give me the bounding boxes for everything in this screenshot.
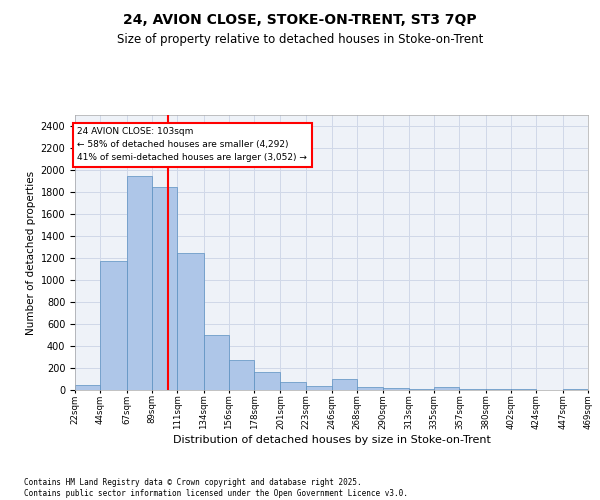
Text: 24 AVION CLOSE: 103sqm
← 58% of detached houses are smaller (4,292)
41% of semi-: 24 AVION CLOSE: 103sqm ← 58% of detached… [77, 127, 307, 162]
Bar [409, 389, 434, 390]
Bar [75, 384, 100, 390]
Text: 24, AVION CLOSE, STOKE-ON-TRENT, ST3 7QP: 24, AVION CLOSE, STOKE-ON-TRENT, ST3 7QP [123, 12, 477, 26]
X-axis label: Distribution of detached houses by size in Stoke-on-Trent: Distribution of detached houses by size … [173, 434, 490, 444]
Bar [280, 382, 305, 390]
Bar [563, 389, 588, 390]
Bar [332, 379, 358, 390]
Text: Size of property relative to detached houses in Stoke-on-Trent: Size of property relative to detached ho… [117, 32, 483, 46]
Bar [127, 176, 152, 390]
Bar [358, 387, 383, 390]
Bar [434, 386, 460, 390]
Bar [254, 372, 280, 390]
Bar [229, 360, 254, 390]
Bar [305, 386, 332, 390]
Bar [203, 335, 229, 390]
Bar [152, 186, 177, 390]
Bar [177, 252, 203, 390]
Text: Contains HM Land Registry data © Crown copyright and database right 2025.
Contai: Contains HM Land Registry data © Crown c… [24, 478, 408, 498]
Y-axis label: Number of detached properties: Number of detached properties [26, 170, 37, 334]
Bar [100, 261, 127, 390]
Bar [383, 388, 409, 390]
